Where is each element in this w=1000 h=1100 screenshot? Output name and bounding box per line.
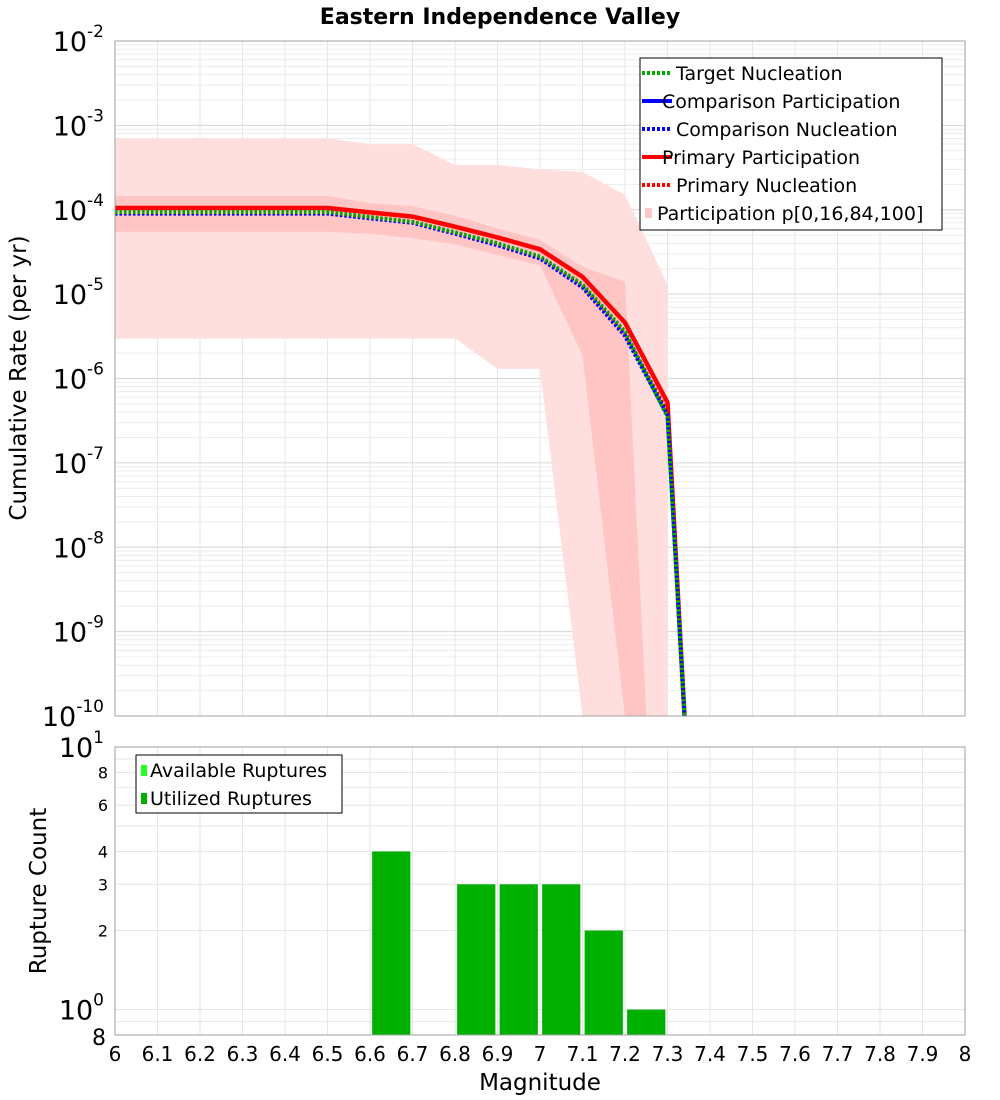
series-line-target-nucleation [115,210,687,716]
x-tick-label: 7.4 [694,1042,726,1066]
top-y-tick-label: 10-2 [53,22,104,58]
x-tick-label: 6.5 [312,1042,344,1066]
bottom-y-tick-label: 3 [98,875,108,894]
top-y-tick-label: 10-6 [53,360,104,396]
x-tick-label: 7.6 [779,1042,811,1066]
x-tick-label: 7.7 [822,1042,854,1066]
top-legend: Target Nucleation Comparison Participatio… [639,57,943,231]
bottom-plot-frame [114,746,966,1036]
chart-title: Eastern Independence Valley [320,5,680,30]
legend-entry-label: Participation p[0,16,84,100] [657,203,923,225]
x-tick-label: 7.5 [737,1042,769,1066]
bottom-legend: Available Ruptures Utilized Ruptures [135,754,343,814]
legend-entry-label: Available Ruptures [150,760,327,782]
bottom-y-tick-label: 4 [98,842,108,861]
x-tick-label: 6 [109,1042,122,1066]
top-y-tick-label: 10-7 [53,444,104,480]
series-line-primary-participation [115,205,687,716]
top-plot-frame [114,40,966,717]
legend-swatch-bar [141,765,147,776]
bottom-y-axis-label: Rupture Count [26,808,52,974]
top-y-tick-label: 10-5 [53,275,104,311]
bottom-y-tick-label: 2 [98,922,108,941]
x-tick-label: 7.3 [652,1042,684,1066]
top-plot-panel: 10-2 10-3 10-4 10-5 10-6 10-7 10-8 10-9 10-10 Cu… [6,22,966,733]
bottom-y-tick-label: 8 [92,1026,106,1051]
x-tick-label: 6.9 [482,1042,514,1066]
legend-swatch-band [645,208,652,218]
x-tick-label: 6.4 [269,1042,301,1066]
x-axis-label: Magnitude [479,1070,601,1096]
band-p0-p100 [115,138,668,716]
top-legend-box [639,57,943,231]
x-tick-label: 6.7 [397,1042,429,1066]
legend-entry-label: Target Nucleation [675,63,843,85]
bottom-y-tick-label: 6 [98,796,108,815]
x-tick-label: 6.1 [142,1042,174,1066]
x-tick-label: 7 [534,1042,547,1066]
participation-bands [115,138,668,716]
rupture-count-bar [457,884,496,1035]
rupture-count-bars [372,851,666,1035]
x-tick-labels: 6 6.1 6.2 6.3 6.4 6.5 6.6 6.7 6.8 6.9 7 7.1 7.2 7.3 7.… [109,1042,972,1066]
bottom-y-tick-label: 8 [98,763,108,782]
rupture-count-bar [499,884,538,1035]
top-y-tick-label: 10-9 [53,613,104,649]
x-tick-label: 7.1 [567,1042,599,1066]
x-tick-label: 8 [959,1042,972,1066]
bottom-legend-box [135,754,343,814]
top-y-tick-labels: 10-2 10-3 10-4 10-5 10-6 10-7 10-8 10-9 10-10 [42,22,104,733]
legend-entry-label: Primary Participation [662,147,860,169]
top-y-axis-label: Cumulative Rate (per yr) [6,235,32,520]
x-tick-label: 7.8 [864,1042,896,1066]
legend-entry-label: Primary Nucleation [676,175,857,197]
rupture-count-bar [627,1009,666,1035]
x-tick-label: 6.3 [227,1042,259,1066]
top-y-tick-label: 10-4 [53,191,104,227]
top-y-tick-label: 10-8 [53,528,104,564]
x-tick-label: 6.8 [439,1042,471,1066]
rate-series-lines [115,205,687,716]
x-tick-label: 7.2 [609,1042,641,1066]
legend-swatch-bar [141,793,147,804]
rupture-count-bar [542,884,581,1035]
legend-entry-label: Utilized Ruptures [150,788,312,810]
x-tick-label: 6.6 [354,1042,386,1066]
bottom-y-major-tick-label: 100 [59,991,104,1027]
top-y-tick-label: 10-3 [53,106,104,142]
legend-entry-label: Comparison Participation [662,91,900,113]
x-tick-label: 7.9 [907,1042,939,1066]
rupture-count-bar [372,851,411,1035]
x-tick-label: 6.2 [184,1042,216,1066]
legend-entry-label: Comparison Nucleation [676,119,898,141]
bottom-y-major-tick-label: 101 [59,728,104,764]
rupture-count-bar [584,930,623,1035]
top-y-tick-label: 10-10 [42,697,104,733]
